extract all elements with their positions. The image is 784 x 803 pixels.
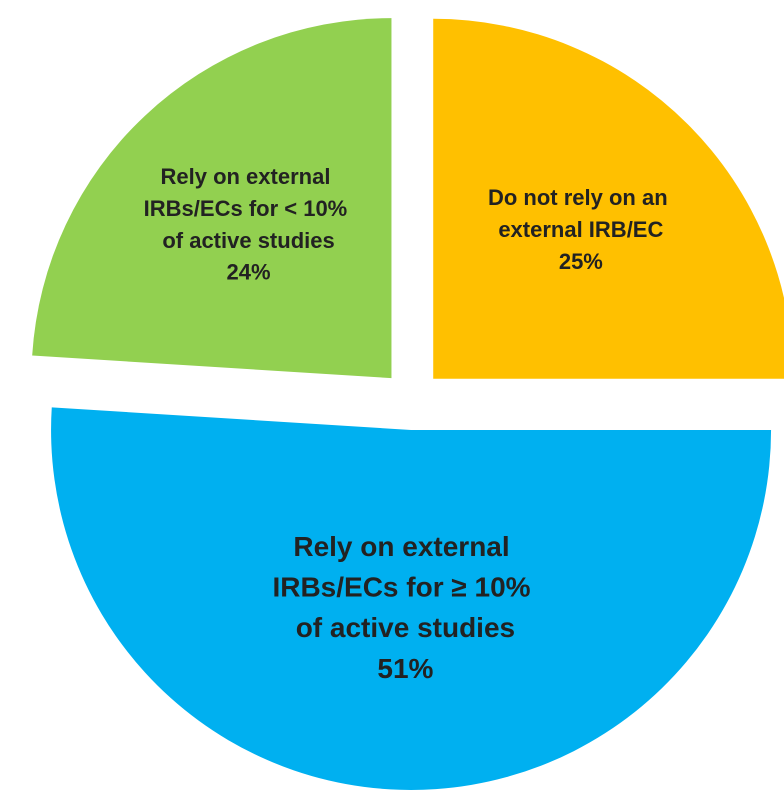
slice-label-line: Do not rely on an [488, 185, 674, 210]
slice-label: Rely on external IRBs/ECs for ≥ 10% of a… [272, 531, 538, 643]
slice-value-label: 25% [559, 249, 603, 274]
slice-label-line: Rely on external [160, 164, 336, 189]
slice-label-line: external IRB/EC [498, 217, 663, 242]
slice-label-line: of active studies [162, 228, 334, 253]
pie-slice [32, 18, 392, 379]
slice-value-label: 51% [377, 653, 433, 684]
slice-label: Do not rely on an external IRB/EC [488, 185, 674, 242]
slice-label-line: IRBs/ECs for < 10% [144, 196, 354, 221]
slice-value-label: 24% [227, 260, 271, 285]
pie-slice [433, 18, 784, 379]
slice-label-line: Rely on external [293, 531, 517, 562]
pie-slice [51, 407, 772, 790]
slice-label: Rely on external IRBs/ECs for < 10% of a… [144, 164, 354, 253]
slice-label-line: of active studies [296, 613, 515, 644]
slice-label-line: IRBs/ECs for ≥ 10% [272, 572, 538, 603]
